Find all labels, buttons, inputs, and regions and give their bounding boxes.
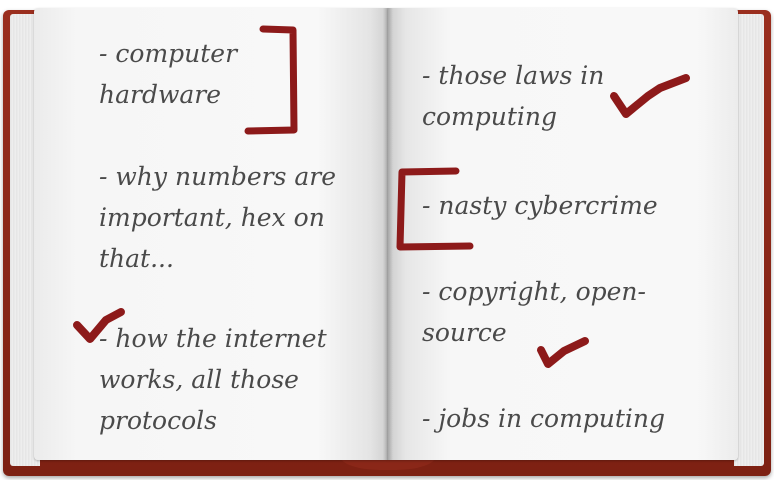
note-line: - why numbers are xyxy=(99,162,337,191)
note-line: hardware xyxy=(99,80,222,109)
note-computer-hardware: - computer hardware xyxy=(99,33,237,115)
page-gutter xyxy=(383,8,393,460)
note-line: - computer xyxy=(99,39,238,68)
note-line: - those laws in xyxy=(422,61,605,90)
note-line: computing xyxy=(422,102,558,131)
note-cybercrime: - nasty cybercrime xyxy=(422,185,658,226)
note-copyright-open-source: - copyright, open- source xyxy=(422,271,646,353)
page-stack-right xyxy=(734,14,764,466)
note-line: - how the internet xyxy=(99,324,327,353)
note-numbers-hex: - why numbers are important, hex on that… xyxy=(99,156,336,279)
note-laws-in-computing: - those laws in computing xyxy=(422,55,604,137)
note-internet-protocols: - how the internet works, all those prot… xyxy=(99,318,327,441)
note-line: important, hex on xyxy=(99,203,325,232)
note-line: that... xyxy=(99,244,174,273)
note-line: - jobs in computing xyxy=(422,404,666,433)
left-page xyxy=(34,8,388,460)
note-line: - nasty cybercrime xyxy=(422,191,658,220)
note-line: - copyright, open- xyxy=(422,277,646,306)
note-line: source xyxy=(422,318,507,347)
note-jobs-in-computing: - jobs in computing xyxy=(422,398,665,439)
note-line: works, all those xyxy=(99,365,299,394)
note-line: protocols xyxy=(99,406,217,435)
